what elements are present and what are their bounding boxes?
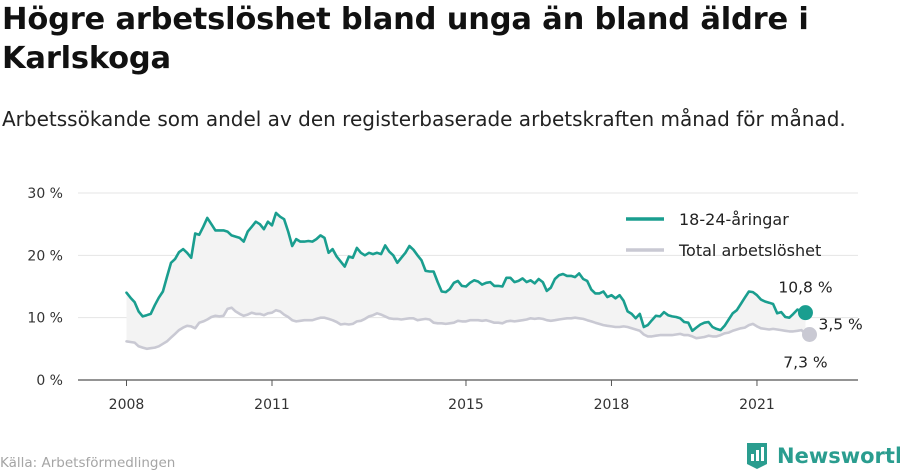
end-label-total: 7,3 % <box>783 353 827 371</box>
x-tick-label: 2008 <box>109 397 145 413</box>
end-label-youth: 10,8 % <box>778 279 832 297</box>
axes: 0 % 10 % 20 % 30 % 2008 2011 2015 2018 2021 <box>27 186 858 413</box>
y-tick-label: 30 % <box>27 186 63 202</box>
x-tick-label: 2018 <box>594 397 630 413</box>
brand-name: Newsworthy <box>777 444 900 468</box>
newsworthy-logo-icon <box>747 443 767 469</box>
end-marker-total <box>802 326 818 342</box>
series-line-total <box>125 306 811 351</box>
chart-subtitle: Arbetssökande som andel av den registerb… <box>2 107 846 131</box>
difference-band <box>126 212 806 349</box>
series-line-youth <box>125 211 807 333</box>
x-tick-label: 2011 <box>254 397 290 413</box>
difference-label: 3,5 % <box>818 316 862 334</box>
newsworthy-logo: Newsworthy <box>745 440 900 472</box>
chart-title: Högre arbetslöshet bland unga än bland ä… <box>2 2 809 76</box>
difference-area <box>126 212 806 349</box>
legend: 18-24-åringar Total arbetslöshet <box>626 210 821 260</box>
legend-label-youth: 18-24-åringar <box>679 210 789 229</box>
x-tick-label: 2015 <box>448 397 484 413</box>
end-marker-youth <box>797 305 813 321</box>
annotations: 10,8 % 3,5 % 7,3 % <box>778 279 862 372</box>
series-lines <box>125 211 811 351</box>
y-tick-label: 10 % <box>27 311 63 327</box>
source-note: Källa: Arbetsförmedlingen <box>0 455 176 471</box>
legend-label-total: Total arbetslöshet <box>678 241 821 260</box>
y-tick-label: 20 % <box>27 248 63 264</box>
x-tick-label: 2021 <box>739 397 775 413</box>
y-tick-label: 0 % <box>36 373 63 389</box>
